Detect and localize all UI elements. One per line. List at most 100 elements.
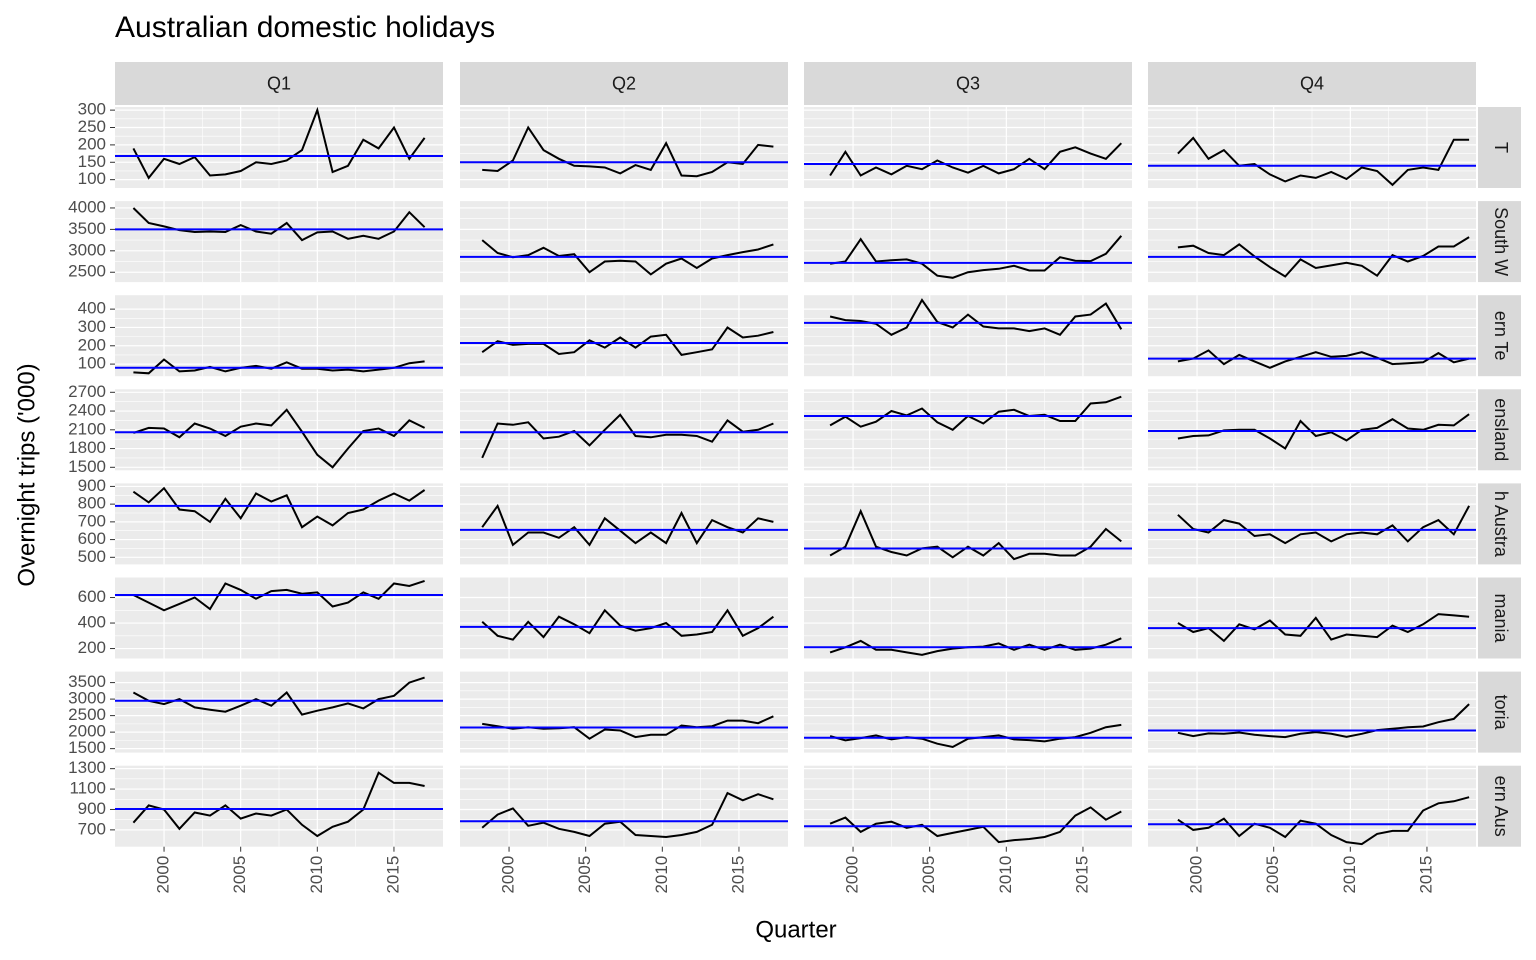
series-line — [481, 791, 774, 839]
x-tick-label: 2015 — [383, 856, 402, 894]
y-tick-label: 250 — [78, 117, 106, 136]
strip-background — [1478, 295, 1521, 377]
strip-background — [1148, 62, 1476, 105]
strip-label: mania — [1491, 593, 1511, 643]
x-tick-label: 2000 — [154, 856, 173, 894]
y-tick-label: 200 — [78, 335, 106, 354]
y-tick-label: 2000 — [68, 722, 106, 741]
strip-label: Q3 — [956, 73, 980, 93]
series-line — [132, 771, 425, 838]
y-tick-label: 1800 — [68, 438, 106, 457]
y-tick-label: 2100 — [68, 419, 106, 438]
x-tick-label: 2015 — [1072, 856, 1091, 894]
series-line — [1177, 349, 1470, 369]
series-line — [133, 408, 426, 469]
strip-clip: ensland — [1491, 398, 1511, 461]
x-tick-label: 2010 — [652, 856, 671, 894]
strip-background — [1478, 483, 1521, 565]
series-line — [482, 125, 774, 178]
strip-label: South W — [1491, 207, 1511, 276]
y-axis-title: Overnight trips ('000) — [13, 363, 40, 586]
y-tick-label: 1500 — [68, 738, 106, 757]
strip-label: toria — [1491, 695, 1511, 731]
y-tick-label: 700 — [78, 819, 106, 838]
series-line — [481, 503, 774, 547]
x-tick-label: 2015 — [1416, 856, 1435, 894]
strip-clip: T — [1491, 142, 1511, 153]
strip-label: T — [1491, 142, 1511, 153]
strip-label: Q2 — [612, 73, 636, 93]
series-line — [132, 106, 426, 180]
strip-clip: h Austra — [1491, 491, 1511, 558]
series-line — [132, 579, 425, 612]
x-tick-label: 2000 — [499, 856, 518, 894]
series-line — [1177, 796, 1470, 846]
strip-background — [1478, 765, 1521, 847]
series-line — [829, 806, 1122, 844]
y-tick-label: 600 — [78, 587, 106, 606]
y-tick-label: 2500 — [68, 705, 106, 724]
y-tick-label: 150 — [78, 152, 106, 171]
series-line — [481, 608, 774, 641]
y-tick-label: 2400 — [68, 401, 106, 420]
series-line — [829, 298, 1123, 337]
y-tick-label: 3500 — [68, 672, 106, 691]
y-tick-label: 3000 — [68, 689, 106, 708]
x-tick-label: 2005 — [919, 856, 938, 894]
y-tick-label: 100 — [78, 169, 106, 188]
y-tick-label: 500 — [78, 547, 106, 566]
y-tick-label: 300 — [78, 100, 106, 119]
y-tick-label: 3000 — [68, 240, 106, 259]
strip-label: h Austra — [1491, 491, 1511, 558]
series-line — [829, 142, 1123, 177]
strip-label: Q4 — [1300, 73, 1324, 93]
y-tick-label: 700 — [78, 511, 106, 530]
x-tick-label: 2005 — [230, 856, 249, 894]
y-tick-label: 200 — [78, 134, 106, 153]
x-tick-label: 2000 — [843, 856, 862, 894]
y-tick-label: 2500 — [68, 262, 106, 281]
x-tick-label: 2015 — [728, 856, 747, 894]
series-line — [133, 358, 425, 375]
strip-label: ensland — [1491, 398, 1511, 461]
x-tick-label: 2010 — [307, 856, 326, 894]
y-tick-label: 3500 — [68, 219, 106, 238]
strip-label: ern Aus — [1491, 776, 1511, 837]
y-tick-label: 300 — [78, 317, 106, 336]
y-tick-label: 1100 — [69, 779, 106, 798]
series-line — [1177, 703, 1470, 739]
series-line — [829, 235, 1123, 279]
strip-clip: South W — [1491, 207, 1511, 276]
strip-background — [115, 62, 443, 105]
y-tick-label: 600 — [78, 529, 106, 548]
x-tick-label: 2005 — [575, 856, 594, 894]
x-tick-label: 2005 — [1263, 856, 1282, 894]
y-tick-label: 2700 — [68, 382, 106, 401]
y-tick-label: 400 — [78, 299, 106, 318]
series-line — [132, 207, 426, 242]
strip-background — [460, 62, 788, 105]
strip-clip: ern Te — [1491, 311, 1511, 361]
strip-background — [1478, 201, 1521, 283]
strip-background — [804, 62, 1132, 105]
strip-clip: mania — [1491, 593, 1511, 643]
strip-label: ern Te — [1491, 311, 1511, 361]
strip-clip: toria — [1491, 695, 1511, 731]
y-tick-label: 800 — [78, 494, 106, 513]
y-tick-label: 1500 — [68, 457, 106, 476]
x-tick-label: 2010 — [1340, 856, 1359, 894]
series-line — [481, 239, 774, 276]
x-axis-title: Quarter — [755, 916, 836, 943]
y-tick-label: 4000 — [68, 197, 106, 216]
x-tick-label: 2000 — [1187, 856, 1206, 894]
strip-clip: ern Aus — [1491, 776, 1511, 837]
series-line — [132, 486, 426, 529]
y-tick-label: 400 — [78, 613, 106, 632]
strip-background — [1478, 577, 1521, 659]
strip-label: Q1 — [267, 73, 291, 93]
x-tick-label: 2010 — [996, 856, 1015, 894]
y-tick-label: 100 — [78, 354, 106, 373]
y-tick-label: 900 — [78, 476, 106, 495]
strip-background — [1478, 389, 1521, 471]
series-line — [829, 395, 1122, 431]
